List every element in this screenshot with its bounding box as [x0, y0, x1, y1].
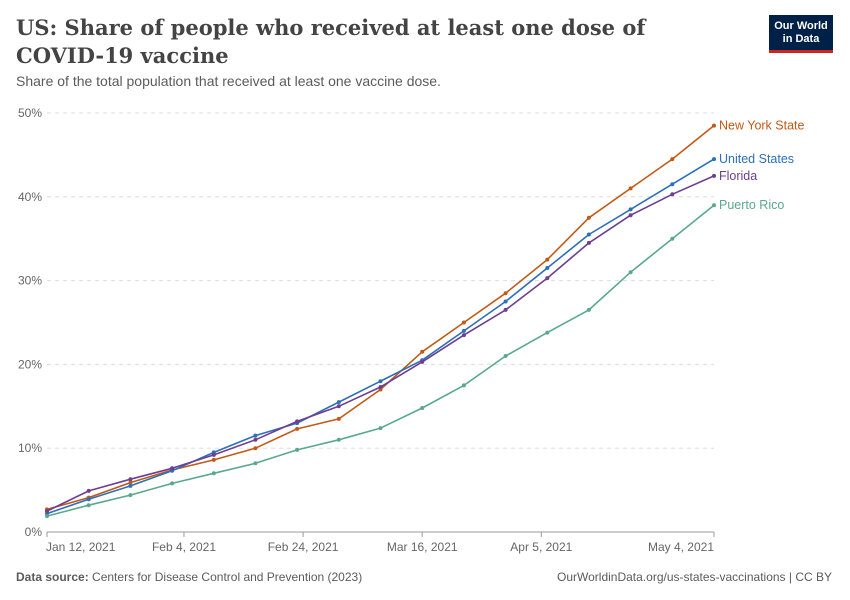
data-source: Data source: Centers for Disease Control… [16, 570, 362, 584]
logo-line-1: Our World [774, 20, 828, 32]
data-point [128, 483, 133, 488]
data-point [45, 514, 49, 519]
data-point [628, 213, 633, 218]
data-point [628, 270, 633, 275]
y-tick-label: 50% [18, 106, 42, 120]
series-label-new-york-state[interactable]: New York State [719, 119, 805, 133]
data-point [503, 291, 508, 296]
series-line-puerto-rico [46, 204, 715, 517]
data-point [712, 157, 716, 162]
data-point [545, 266, 550, 270]
data-point [211, 457, 216, 462]
data-point [503, 354, 508, 358]
y-tick-label: 0% [25, 525, 43, 539]
data-point [628, 186, 633, 191]
data-source-label: Data source: [16, 570, 89, 584]
data-point [378, 385, 383, 389]
data-point [503, 307, 508, 312]
series-labels: New York State United States Florida Puerto… [719, 119, 805, 213]
y-tick-label: 30% [18, 274, 42, 288]
y-tick-label: 10% [18, 441, 42, 455]
data-point [420, 349, 425, 354]
data-point [670, 157, 675, 162]
y-axis-ticks: 0% 10% 20% 30% 40% 50% [18, 106, 42, 539]
data-point [461, 328, 466, 333]
data-point [253, 437, 258, 442]
series-line-united-states [46, 158, 715, 515]
data-point [128, 477, 133, 482]
owid-logo[interactable]: Our World in Data [769, 15, 833, 53]
y-tick-label: 20% [18, 357, 42, 371]
chart-subtitle: Share of the total population that recei… [16, 73, 441, 89]
x-tick-label: Feb 4, 2021 [152, 540, 216, 554]
series-united-states[interactable] [45, 157, 716, 516]
series-new-york-state[interactable] [45, 123, 716, 512]
data-point [336, 404, 341, 409]
data-point [586, 232, 591, 237]
data-point [712, 173, 716, 178]
data-source-text[interactable]: Centers for Disease Control and Preventi… [92, 570, 363, 584]
grid-lines [47, 112, 714, 449]
data-point [336, 416, 341, 421]
data-point [461, 320, 466, 325]
data-point [211, 471, 216, 476]
series-label-florida[interactable]: Florida [719, 169, 757, 183]
data-point [712, 123, 716, 128]
data-point [336, 437, 341, 442]
data-point [586, 240, 591, 245]
series-label-puerto-rico[interactable]: Puerto Rico [719, 198, 784, 212]
data-point [378, 426, 383, 431]
x-tick-label: Mar 16, 2021 [387, 540, 458, 554]
data-point [86, 488, 91, 493]
data-point [461, 383, 466, 388]
data-point [45, 509, 49, 514]
data-point [586, 215, 591, 220]
series-line-florida [46, 175, 715, 512]
series-lines [45, 123, 716, 519]
x-tick-label: Feb 24, 2021 [268, 540, 339, 554]
chart-title: US: Share of people who received at leas… [16, 15, 646, 68]
data-point [712, 203, 716, 208]
data-point [128, 493, 133, 498]
data-point [503, 299, 508, 304]
x-axis: Jan 12, 2021 Feb 4, 2021 Feb 24, 2021 Mar 1… [46, 531, 715, 554]
x-tick-label: May 4, 2021 [648, 540, 714, 554]
data-point [295, 447, 300, 452]
data-point [128, 480, 133, 485]
data-point [253, 446, 258, 451]
series-puerto-rico[interactable] [45, 203, 716, 519]
series-line-new-york-state [46, 124, 715, 511]
x-tick-label: Jan 12, 2021 [46, 540, 116, 554]
data-point [545, 276, 550, 281]
data-point [253, 461, 258, 466]
data-point [378, 379, 383, 384]
data-point [211, 452, 216, 457]
series-florida[interactable] [45, 173, 716, 514]
data-point [670, 182, 675, 187]
data-point [295, 419, 300, 424]
data-point [170, 466, 175, 471]
data-point [670, 236, 675, 241]
data-point [586, 307, 591, 312]
data-point [670, 192, 675, 197]
data-point [86, 497, 91, 502]
data-point [545, 257, 550, 262]
data-point [86, 503, 91, 508]
data-point [545, 330, 550, 335]
line-chart: 0% 10% 20% 30% 40% 50% Jan 12, 2021 Feb 4, 202… [18, 106, 805, 554]
series-label-united-states[interactable]: United States [719, 152, 794, 166]
data-point [170, 481, 175, 486]
data-point [461, 333, 466, 338]
data-point [295, 426, 300, 431]
y-tick-label: 40% [18, 190, 42, 204]
data-point [253, 433, 258, 438]
data-point [420, 359, 425, 364]
x-tick-label: Apr 5, 2021 [510, 540, 572, 554]
data-point [628, 207, 633, 212]
data-point [336, 400, 341, 405]
logo-line-2: in Data [782, 33, 820, 45]
data-point [420, 406, 425, 410]
source-url[interactable]: OurWorldinData.org/us-states-vaccination… [557, 570, 832, 584]
